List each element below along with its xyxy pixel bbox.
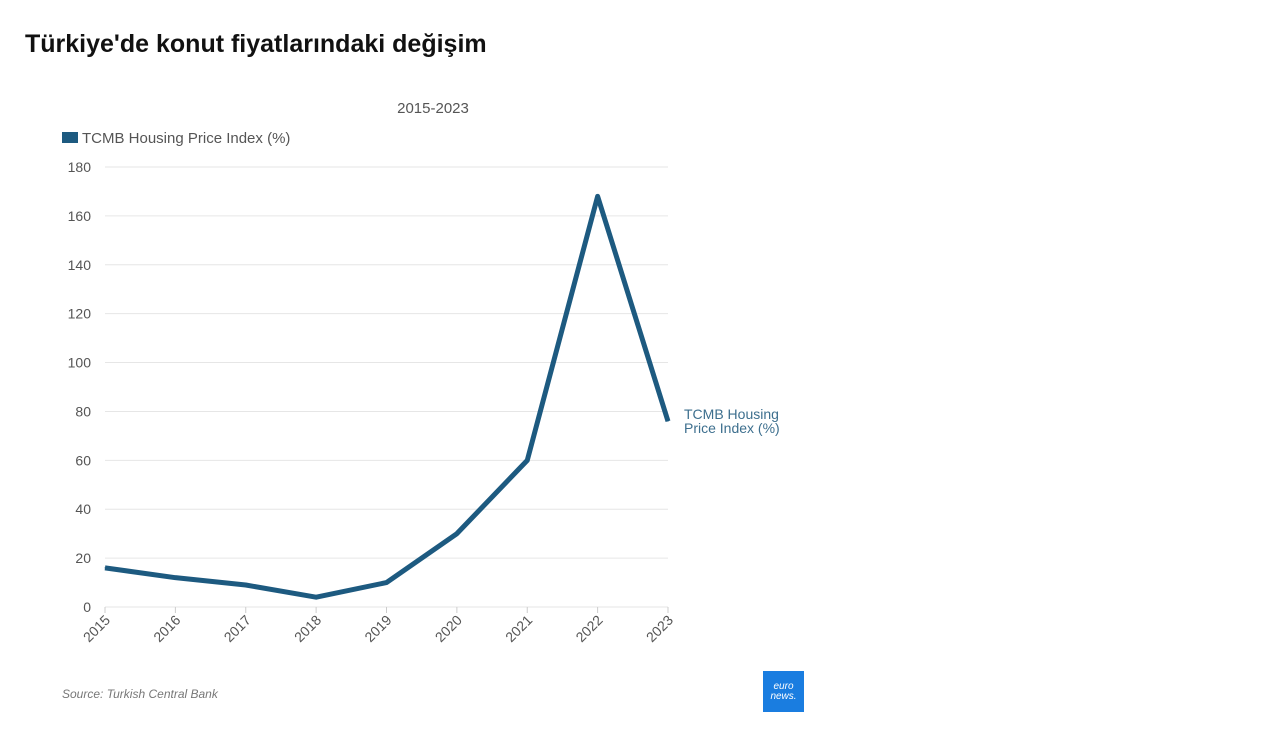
y-tick-label: 100 (68, 355, 92, 371)
data-point (315, 596, 317, 598)
x-tick-label: 2017 (221, 612, 254, 645)
x-tick-label: 2022 (572, 612, 605, 645)
data-point (174, 577, 176, 579)
source-note: Source: Turkish Central Bank (62, 687, 219, 701)
logo-line-1: euro (773, 680, 794, 692)
y-tick-label: 20 (75, 550, 91, 566)
y-tick-label: 140 (68, 257, 92, 273)
series-line (104, 193, 671, 600)
y-tick-label: 0 (83, 599, 91, 615)
data-point (667, 420, 669, 422)
data-point (597, 195, 599, 197)
y-tick-label: 160 (68, 208, 92, 224)
y-tick-label: 180 (68, 159, 92, 175)
y-tick-label: 60 (75, 452, 91, 468)
data-point (245, 584, 247, 586)
x-tick-label: 2021 (502, 612, 535, 645)
end-label-line-1: TCMB Housing (684, 406, 779, 422)
x-tick-label: 2020 (432, 612, 465, 645)
end-label-line-2: Price Index (%) (684, 420, 780, 436)
x-tick-label: 2016 (150, 612, 183, 645)
x-tick-label: 2015 (80, 612, 113, 645)
logo-line-2: news. (770, 690, 797, 702)
y-tick-label: 40 (75, 501, 91, 517)
x-tick-label: 2018 (291, 612, 324, 645)
x-tick-label: 2023 (643, 612, 676, 645)
data-point (386, 582, 387, 584)
data-point (456, 533, 458, 535)
chart-subtitle: 2015-2023 (397, 100, 469, 117)
page-title: Türkiye'de konut fiyatlarındaki değişim (25, 30, 487, 58)
euronews-logo: euro news. (763, 671, 804, 712)
series-layer (104, 193, 671, 600)
legend-swatch (62, 132, 78, 143)
x-tick-label: 2019 (361, 612, 394, 645)
y-tick-label: 120 (68, 306, 92, 322)
data-point (526, 459, 528, 461)
y-tick-label: 80 (75, 403, 91, 419)
data-point (104, 567, 106, 569)
legend: TCMB Housing Price Index (%) (62, 130, 290, 147)
grid-lines (105, 166, 668, 608)
axis: 0 20 40 60 80 100 120 140 160 180 2015 2016 2017 2018… (68, 159, 677, 645)
series-end-label: TCMB Housing Price Index (%) (684, 406, 780, 436)
legend-label: TCMB Housing Price Index (%) (82, 130, 290, 147)
